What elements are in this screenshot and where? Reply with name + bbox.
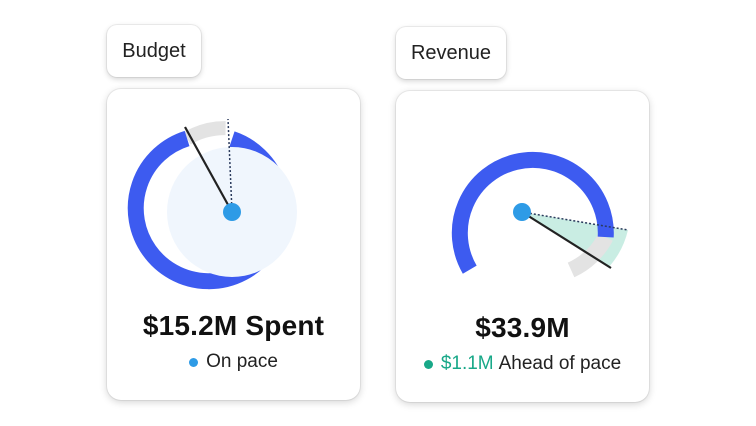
- revenue-tab-label: Revenue: [410, 41, 492, 64]
- revenue-ahead-value: $1.1M: [440, 353, 494, 374]
- status-dot-icon: [189, 357, 199, 367]
- revenue-progress-arc: [451, 151, 614, 274]
- revenue-card: $33.9M $1.1M Ahead of pace: [396, 91, 649, 402]
- budget-center-dot: [223, 203, 241, 221]
- budget-tab-label: Budget: [122, 39, 186, 62]
- budget-remaining-track: [183, 121, 226, 145]
- revenue-pace-marker: [521, 211, 629, 231]
- budget-tab[interactable]: Budget: [107, 25, 201, 77]
- revenue-status: $1.1M Ahead of pace: [396, 353, 649, 375]
- budget-status: On pace: [107, 351, 360, 373]
- revenue-gauge: [451, 151, 629, 278]
- budget-status-text: On pace: [206, 351, 278, 372]
- revenue-amount: $33.9M: [475, 312, 570, 343]
- revenue-tab[interactable]: Revenue: [396, 27, 506, 79]
- budget-gauge: [127, 118, 297, 290]
- budget-card: $15.2M Spent On pace: [107, 89, 360, 400]
- revenue-needle: [521, 211, 612, 269]
- budget-pace-marker: [227, 118, 233, 213]
- budget-needle: [184, 126, 233, 213]
- revenue-center-dot: [513, 203, 531, 221]
- revenue-status-text: Ahead of pace: [498, 353, 622, 374]
- status-dot-icon: [423, 359, 433, 369]
- budget-amount: $15.2M Spent: [142, 310, 325, 341]
